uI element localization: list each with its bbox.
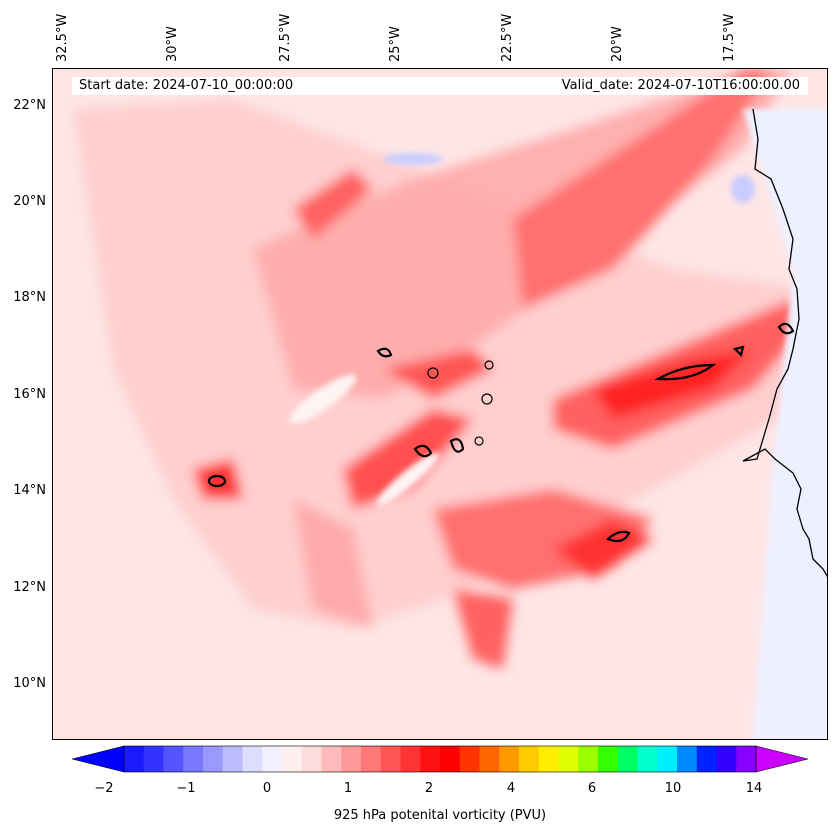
- colorbar-bin: [361, 746, 382, 772]
- latitude-label: 12°N: [13, 580, 46, 595]
- latitude-label: 16°N: [13, 387, 46, 402]
- colorbar-bin: [341, 746, 362, 772]
- colorbar-bin: [124, 746, 145, 772]
- longitude-label: 27.5°W: [278, 13, 293, 62]
- longitude-label: 17.5°W: [722, 13, 737, 62]
- colorbar: [72, 745, 808, 773]
- longitude-label: 20°W: [610, 26, 625, 62]
- colorbar-tick-label: 10: [664, 781, 682, 796]
- colorbar-bin: [716, 746, 737, 772]
- colorbar-bin: [222, 746, 243, 772]
- latitude-label: 18°N: [13, 290, 46, 305]
- low-pv-patches: [289, 109, 827, 739]
- longitude-label: 22.5°W: [500, 13, 515, 62]
- colorbar-over-arrow: [755, 745, 808, 773]
- colorbar-bin: [459, 746, 480, 772]
- colorbar-tick-label: −2: [94, 781, 114, 796]
- valid-date-label: Valid_date: 2024-07-10T16:00:00.00: [561, 78, 800, 93]
- colorbar-bin: [578, 746, 599, 772]
- longitude-label: 32.5°W: [55, 13, 70, 62]
- date-info-bar: Start date: 2024-07-10_00:00:00 Valid_da…: [72, 77, 808, 95]
- colorbar-bin: [440, 746, 461, 772]
- pv-2-contours: [207, 322, 795, 543]
- colorbar-label: 925 hPa potenital vorticity (PVU): [333, 808, 547, 823]
- colorbar-bin: [499, 746, 520, 772]
- colorbar-bin: [736, 746, 757, 772]
- map-panel: [52, 68, 828, 740]
- colorbar-frame: [123, 745, 757, 773]
- colorbar-tick-label: 4: [506, 781, 516, 796]
- longitude-label: 30°W: [165, 26, 180, 62]
- colorbar-bin: [617, 746, 638, 772]
- colorbar-bin: [657, 746, 678, 772]
- colorbar-bin: [519, 746, 540, 772]
- colorbar-bin: [696, 746, 717, 772]
- colorbar-tick-label: 2: [424, 781, 434, 796]
- colorbar-bin: [203, 746, 224, 772]
- colorbar-bin: [400, 746, 421, 772]
- colorbar-tick-label: 1: [343, 781, 353, 796]
- colorbar-bin: [558, 746, 579, 772]
- pv-filled-contours: [73, 69, 813, 669]
- latitude-label: 20°N: [13, 194, 46, 209]
- colorbar-bin: [420, 746, 441, 772]
- island-outlines: [427, 360, 494, 446]
- colorbar-tick-label: −1: [176, 781, 196, 796]
- colorbar-bin: [677, 746, 698, 772]
- colorbar-bin: [143, 746, 164, 772]
- colorbar-bin: [637, 746, 658, 772]
- colorbar-bin: [183, 746, 204, 772]
- colorbar-bin: [538, 746, 559, 772]
- pv-field-map: [53, 69, 827, 739]
- colorbar-tick-label: 0: [262, 781, 272, 796]
- coastline: [742, 108, 827, 577]
- colorbar-tick-label: 14: [745, 781, 763, 796]
- latitude-label: 14°N: [13, 483, 46, 498]
- start-date-label: Start date: 2024-07-10_00:00:00: [79, 78, 294, 93]
- colorbar-bin: [598, 746, 619, 772]
- colorbar-bin: [380, 746, 401, 772]
- colorbar-bin: [163, 746, 184, 772]
- colorbar-bin: [321, 746, 342, 772]
- colorbar-bin: [262, 746, 283, 772]
- colorbar-bin: [282, 746, 303, 772]
- colorbar-bin: [242, 746, 263, 772]
- longitude-label: 25°W: [388, 26, 403, 62]
- latitude-label: 22°N: [13, 98, 46, 113]
- latitude-label: 10°N: [13, 676, 46, 691]
- colorbar-bin: [479, 746, 500, 772]
- colorbar-tick-label: 6: [587, 781, 597, 796]
- colorbar-under-arrow: [72, 745, 125, 773]
- colorbar-bin: [301, 746, 322, 772]
